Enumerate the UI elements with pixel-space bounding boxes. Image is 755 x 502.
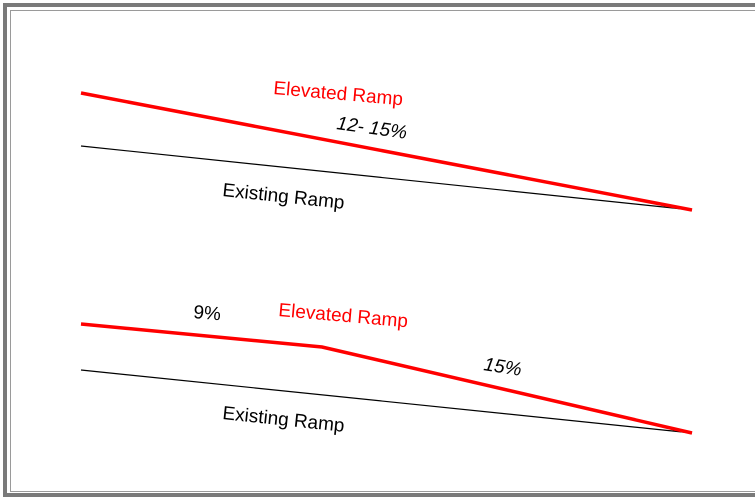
top-slope-label: 12- 15% [335,113,408,144]
bottom-elevated-ramp-label: Elevated Ramp [278,300,409,332]
top-elevated-ramp-line [80,91,693,212]
top-ramp-diagram: Elevated Ramp 12- 15% Existing Ramp [80,78,693,214]
inner-border [10,10,755,492]
bottom-first-slope-label: 9% [193,302,222,325]
outer-border [3,3,755,497]
bottom-second-slope-label: 15% [482,354,523,381]
bottom-ramp-diagram: 9% Elevated Ramp 15% Existing Ramp [80,300,693,437]
top-existing-ramp-line [80,145,693,211]
bottom-existing-ramp-label: Existing Ramp [221,403,345,437]
top-elevated-ramp-label: Elevated Ramp [273,78,404,110]
top-existing-ramp-label: Existing Ramp [221,180,345,214]
bottom-existing-ramp-line [80,369,693,434]
bottom-elevated-ramp-line [80,322,693,435]
